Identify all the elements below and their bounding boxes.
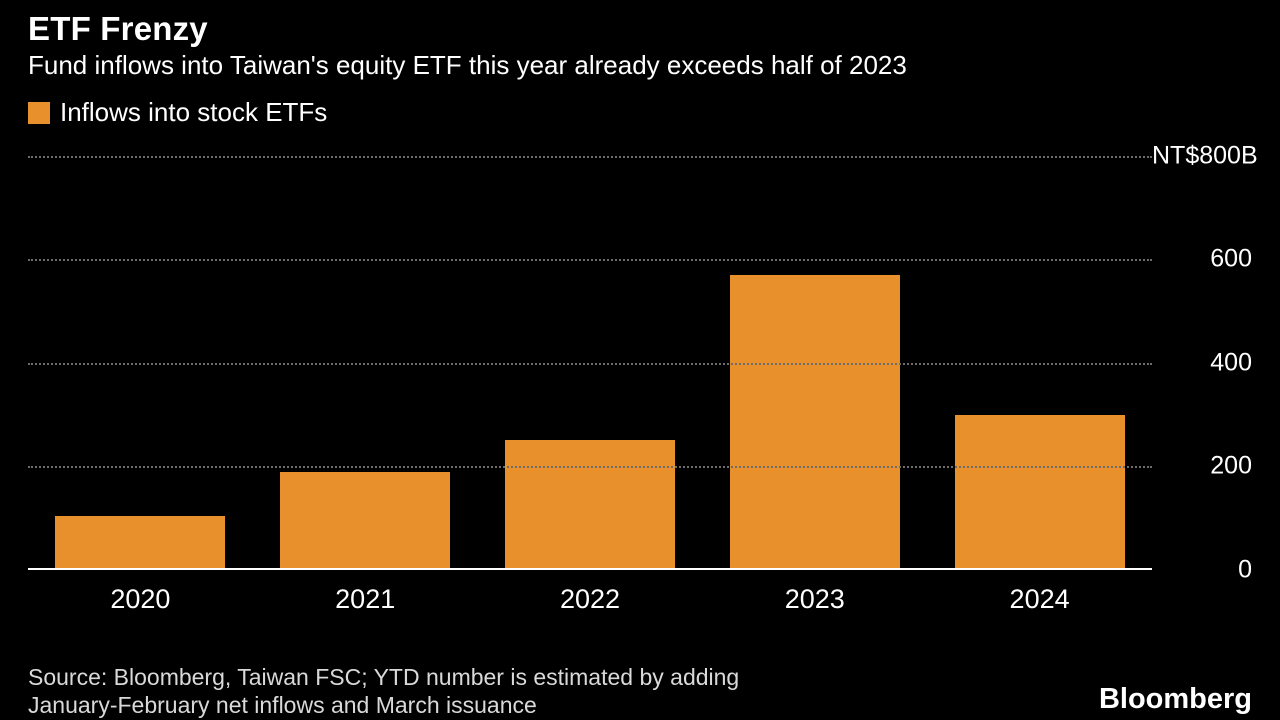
brand-label: Bloomberg (1099, 683, 1252, 720)
bar (505, 440, 675, 570)
bar-slot (927, 140, 1152, 570)
bar-slot (253, 140, 478, 570)
bar (55, 516, 225, 570)
chart-container: ETF Frenzy Fund inflows into Taiwan's eq… (0, 0, 1280, 720)
bar-slot (28, 140, 253, 570)
bar-slot (478, 140, 703, 570)
gridline (28, 259, 1152, 261)
x-tick-label: 2024 (927, 584, 1152, 615)
x-axis-baseline (28, 568, 1152, 570)
y-tick-label: 400 (1152, 348, 1252, 377)
source-note: Source: Bloomberg, Taiwan FSC; YTD numbe… (28, 663, 808, 720)
plot-row: 0200400600NT$800B (28, 140, 1252, 570)
gridline (28, 156, 1152, 158)
gridline (28, 466, 1152, 468)
chart-title: ETF Frenzy (28, 10, 1252, 48)
chart-legend: Inflows into stock ETFs (28, 97, 1252, 128)
bar-row (28, 140, 1152, 570)
chart-subtitle: Fund inflows into Taiwan's equity ETF th… (28, 50, 1252, 81)
y-tick-label: NT$800B (1152, 141, 1252, 170)
y-tick-label: 200 (1152, 452, 1252, 481)
legend-swatch-icon (28, 102, 50, 124)
chart-footer: Source: Bloomberg, Taiwan FSC; YTD numbe… (28, 663, 1252, 720)
y-axis: 0200400600NT$800B (1152, 140, 1252, 570)
bar-slot (702, 140, 927, 570)
y-tick-label: 0 (1152, 556, 1252, 585)
x-tick-label: 2023 (702, 584, 927, 615)
x-axis: 20202021202220232024 (28, 584, 1152, 615)
x-tick-label: 2020 (28, 584, 253, 615)
plot-area (28, 140, 1152, 570)
legend-label: Inflows into stock ETFs (60, 97, 327, 128)
bar (280, 472, 450, 570)
x-tick-label: 2022 (478, 584, 703, 615)
x-tick-label: 2021 (253, 584, 478, 615)
gridline (28, 363, 1152, 365)
bar (730, 275, 900, 570)
y-tick-label: 600 (1152, 245, 1252, 274)
bar (955, 415, 1125, 570)
